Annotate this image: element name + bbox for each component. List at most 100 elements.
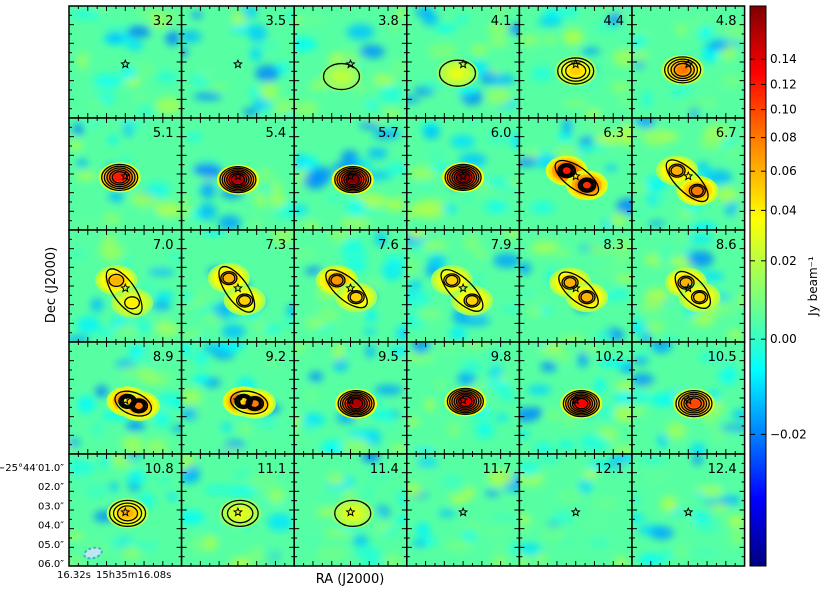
noise-blob	[618, 94, 633, 108]
colorbar: −0.02 0.00 0.02 0.04 0.06 0.08 0.10 0.12 0.14 Jy…	[749, 5, 820, 567]
noise-blob	[90, 297, 104, 313]
noise-blob	[181, 292, 195, 304]
noise-blob	[562, 99, 587, 107]
contour-line	[109, 169, 131, 186]
noise-blob	[659, 132, 680, 141]
noise-blob	[365, 309, 377, 323]
noise-blob	[308, 371, 323, 383]
channel-panel: 5.1	[68, 117, 183, 231]
noise-blob	[304, 532, 321, 549]
noise-blob	[357, 88, 373, 106]
noise-layer	[181, 6, 295, 118]
star-marker	[458, 394, 469, 405]
noise-blob	[614, 273, 633, 283]
contour-line	[463, 293, 481, 308]
panel-image	[519, 6, 633, 118]
emission-level	[350, 399, 363, 408]
noise-blob	[346, 199, 367, 217]
noise-blob	[493, 253, 520, 268]
noise-blob	[535, 555, 548, 563]
noise-blob	[487, 469, 514, 487]
emission-level	[569, 66, 582, 76]
contour-line	[451, 168, 475, 187]
noise-blob	[422, 125, 440, 140]
contour-line	[219, 165, 257, 194]
panel-ticks	[69, 230, 182, 342]
contour-line	[557, 57, 595, 85]
noise-blob	[366, 118, 387, 122]
noise-blob	[562, 28, 584, 45]
noise-blob	[230, 557, 252, 566]
noise-blob	[280, 463, 295, 475]
noise-blob	[257, 187, 274, 195]
star-marker	[120, 282, 131, 293]
noise-blob	[441, 474, 464, 489]
noise-blob	[302, 221, 321, 230]
beam-ellipse	[83, 546, 103, 560]
noise-blob	[250, 220, 262, 229]
noise-blob	[299, 312, 326, 319]
noise-blob	[619, 10, 633, 18]
noise-blob	[108, 190, 125, 203]
panel-image	[406, 230, 520, 342]
noise-blob	[537, 16, 563, 27]
star-marker	[458, 282, 469, 293]
y-tick-label: 03.0″	[38, 501, 64, 512]
noise-blob	[294, 37, 317, 52]
noise-blob	[457, 371, 476, 386]
channel-panel: 8.6	[631, 229, 746, 343]
noise-layer	[519, 6, 633, 118]
noise-blob	[643, 469, 673, 483]
contour-group	[562, 389, 600, 418]
channel-velocity-label: 10.5	[708, 350, 737, 365]
panel-image	[519, 454, 633, 566]
noise-blob	[406, 258, 421, 275]
channel-panel: 3.2	[68, 5, 183, 119]
panel-ticks	[69, 118, 182, 230]
noise-blob	[255, 64, 280, 82]
star-marker	[345, 170, 356, 181]
contour-line	[230, 390, 269, 415]
noise-blob	[71, 10, 102, 20]
channel-panel: 6.3	[518, 117, 633, 231]
contour-group	[337, 389, 375, 418]
noise-blob	[428, 43, 457, 59]
noise-blob	[445, 540, 474, 551]
noise-blob	[689, 442, 706, 454]
noise-blob	[373, 75, 396, 86]
channel-velocity-label: 5.7	[378, 126, 399, 141]
noise-blob	[699, 19, 728, 28]
contour-line	[445, 274, 459, 287]
emission-level	[693, 293, 706, 302]
channel-velocity-label: 4.8	[716, 14, 737, 29]
noise-blob	[409, 166, 437, 181]
contour-line	[564, 391, 598, 416]
noise-blob	[102, 210, 113, 218]
noise-blob	[475, 420, 494, 439]
channel-velocity-label: 12.4	[708, 462, 737, 477]
noise-blob	[456, 16, 469, 24]
noise-blob	[735, 203, 745, 222]
contour-line	[558, 271, 599, 309]
noise-blob	[90, 421, 105, 437]
emission-level	[222, 273, 235, 283]
noise-blob	[93, 74, 122, 87]
contour-line	[112, 502, 143, 525]
noise-blob	[557, 489, 583, 503]
emission-source	[331, 498, 374, 529]
noise-blob	[267, 487, 285, 505]
contour-line	[675, 389, 713, 418]
contour-line	[690, 290, 709, 305]
noise-blob	[544, 35, 557, 45]
noise-blob	[632, 183, 649, 190]
contour-group	[334, 499, 372, 528]
noise-blob	[92, 6, 108, 11]
noise-blob	[691, 548, 720, 559]
contour-line	[673, 62, 692, 77]
noise-blob	[88, 99, 104, 111]
contour-group	[554, 159, 600, 196]
noise-blob	[69, 140, 83, 151]
noise-blob	[265, 355, 280, 369]
noise-blob	[190, 11, 203, 19]
noise-blob	[181, 454, 196, 470]
